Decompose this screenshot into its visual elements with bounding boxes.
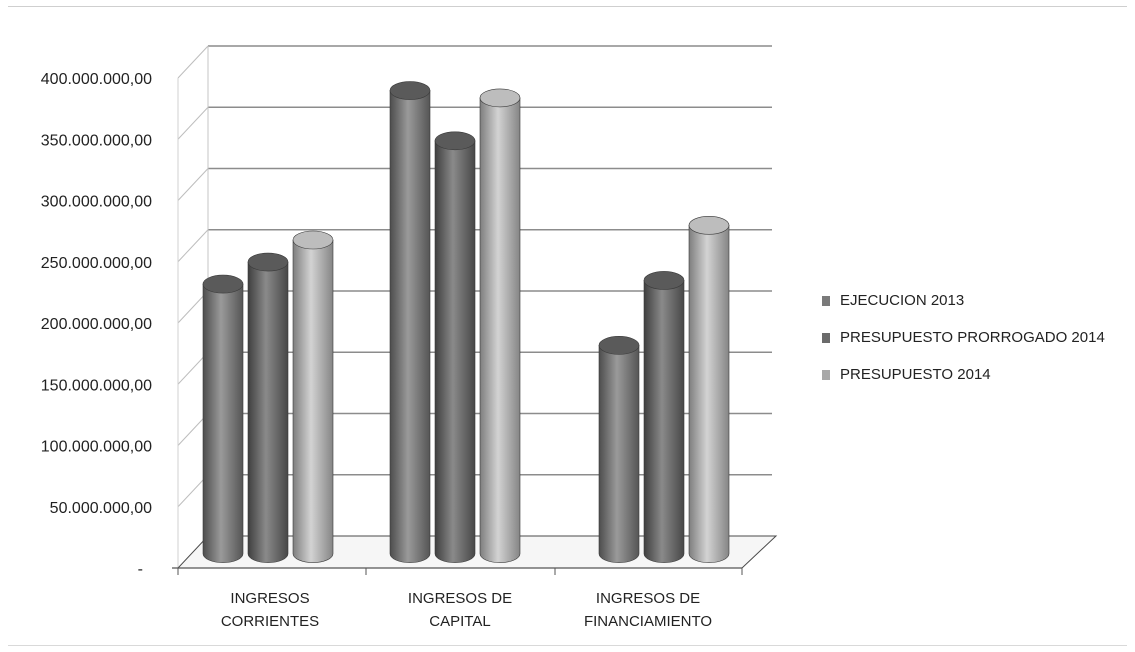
- legend-item: PRESUPUESTO 2014: [822, 356, 1128, 393]
- bar-body: [247, 261, 289, 563]
- chart-legend: EJECUCION 2013 PRESUPUESTO PRORROGADO 20…: [822, 282, 1128, 393]
- bar-top: [389, 81, 431, 100]
- x-category-label-line: INGRESOS DE: [596, 590, 700, 607]
- legend-item: PRESUPUESTO PRORROGADO 2014: [822, 319, 1128, 356]
- legend-swatch: [822, 369, 830, 380]
- bar-body: [202, 283, 244, 563]
- y-tick-label: 300.000.000,00: [41, 194, 152, 211]
- bar-body: [598, 345, 640, 563]
- bar-top: [247, 252, 289, 272]
- bar-body: [479, 97, 521, 563]
- x-category-label-line: CAPITAL: [429, 613, 490, 630]
- y-tick-label: 100.000.000,00: [41, 439, 152, 456]
- y-tick-label: 50.000.000,00: [50, 500, 152, 517]
- bar-body: [389, 90, 431, 563]
- y-tick-label: 200.000.000,00: [41, 316, 152, 333]
- gridline-diagonal: [177, 106, 209, 140]
- x-category-label-line: INGRESOS: [230, 590, 309, 607]
- bar-cylinder: [688, 216, 730, 563]
- bar-cylinder: [389, 81, 431, 563]
- bar-cylinder: [292, 230, 334, 563]
- bar-body: [434, 140, 476, 563]
- bar-top: [598, 336, 640, 355]
- x-category-label: INGRESOS DE FINANCIAMIENTO: [584, 590, 712, 630]
- legend-label: EJECUCION 2013: [840, 292, 965, 309]
- bar-top: [479, 88, 521, 108]
- legend-item: EJECUCION 2013: [822, 282, 1128, 319]
- gridline-diagonal: [177, 229, 209, 263]
- y-tick-label: 400.000.000,00: [41, 71, 152, 88]
- bar-top: [688, 216, 730, 235]
- legend-label: PRESUPUESTO 2014: [840, 366, 991, 383]
- x-category-label-line: INGRESOS DE: [408, 590, 512, 607]
- x-category-label-line: CORRIENTES: [221, 613, 319, 630]
- bar-body: [643, 280, 685, 563]
- bar-top: [202, 274, 244, 294]
- legend-swatch: [822, 332, 830, 343]
- bar-cylinder: [598, 336, 640, 563]
- y-tick-label: 250.000.000,00: [41, 255, 152, 272]
- y-tick-label: 350.000.000,00: [41, 132, 152, 149]
- x-category-label: INGRESOS CORRIENTES: [221, 590, 319, 630]
- bar-body: [688, 225, 730, 563]
- bar-cylinder: [202, 274, 244, 563]
- legend-label: PRESUPUESTO PRORROGADO 2014: [840, 329, 1105, 346]
- y-tick-label: -: [138, 561, 143, 578]
- bar-top: [643, 271, 685, 290]
- legend-swatch: [822, 295, 830, 306]
- x-category-label-line: FINANCIAMIENTO: [584, 613, 712, 630]
- y-tick-label: 150.000.000,00: [41, 377, 152, 394]
- bar-cylinder: [247, 252, 289, 563]
- x-category-label: INGRESOS DE CAPITAL: [408, 590, 512, 630]
- gridline-diagonal: [177, 45, 209, 79]
- bar-top: [292, 230, 334, 250]
- bar-cylinder: [643, 271, 685, 563]
- bar-cylinder: [434, 131, 476, 563]
- bar-body: [292, 239, 334, 563]
- bar-top: [434, 131, 476, 151]
- bar-cylinder: [479, 88, 521, 563]
- gridline-diagonal: [177, 168, 209, 201]
- chart-frame: [8, 6, 1127, 646]
